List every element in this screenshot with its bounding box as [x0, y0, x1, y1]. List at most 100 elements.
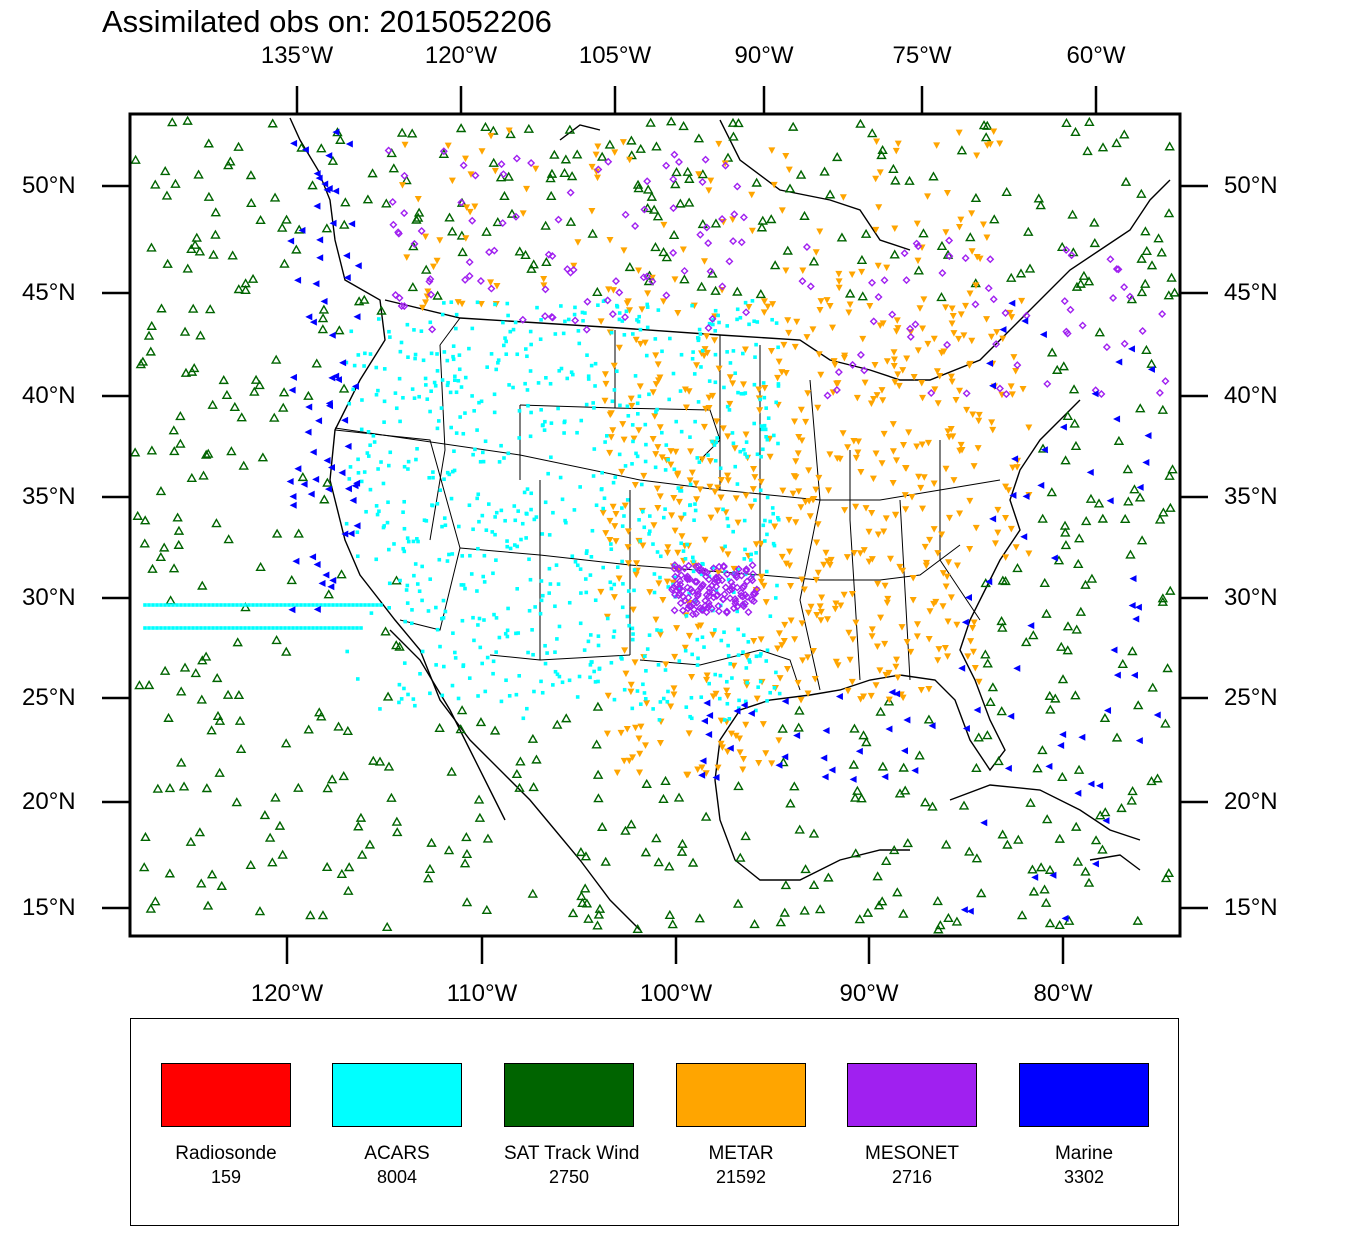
- metar-marker: [717, 477, 725, 484]
- acars-marker: [547, 533, 552, 537]
- metar-marker: [975, 678, 983, 686]
- metar-marker: [768, 760, 776, 767]
- sat-track-wind-marker: [956, 145, 968, 155]
- metar-marker: [755, 386, 763, 394]
- metar-marker: [660, 298, 668, 305]
- metar-marker: [924, 340, 932, 348]
- sat-track-wind-marker: [844, 288, 856, 298]
- sat-track-wind-marker: [591, 739, 602, 749]
- acars-marker: [356, 471, 361, 475]
- sat-track-wind-marker: [1113, 435, 1125, 445]
- metar-marker: [724, 692, 732, 700]
- acars-marker: [638, 327, 643, 332]
- metar-marker: [778, 642, 786, 649]
- sat-track-wind-marker: [191, 232, 202, 242]
- acars-marker: [579, 418, 584, 423]
- sat-track-wind-marker: [661, 252, 673, 262]
- mesonet-marker: [688, 610, 697, 619]
- marine-marker: [775, 761, 783, 769]
- acars-marker: [622, 333, 627, 337]
- sat-track-wind-marker: [971, 853, 983, 863]
- sat-track-wind-marker: [679, 274, 690, 284]
- sat-track-wind-marker: [932, 896, 943, 906]
- sat-track-wind-marker: [317, 324, 329, 334]
- sat-track-wind-marker: [1146, 260, 1158, 270]
- sat-track-wind-marker: [1057, 674, 1069, 684]
- acars-marker: [748, 660, 752, 664]
- sat-track-wind-marker: [336, 868, 348, 879]
- metar-marker: [889, 421, 897, 428]
- mesonet-marker: [912, 239, 921, 248]
- mesonet-marker: [748, 576, 757, 585]
- sat-track-wind-marker: [1046, 487, 1058, 497]
- acars-marker: [584, 402, 589, 407]
- acars-marker: [430, 503, 435, 508]
- acars-marker: [775, 583, 779, 588]
- metar-marker: [917, 687, 925, 694]
- legend-item-acars: ACARS 8004: [332, 1063, 462, 1188]
- mesonet-marker: [733, 583, 742, 592]
- mesonet-marker: [608, 310, 617, 319]
- mesonet-marker: [1078, 321, 1087, 330]
- acars-marker: [484, 528, 489, 532]
- acars-marker: [742, 557, 747, 561]
- mesonet-marker: [737, 238, 746, 247]
- mesonet-marker: [705, 592, 714, 601]
- sat-track-wind-marker: [565, 216, 577, 226]
- metar-marker: [880, 430, 888, 438]
- acars-marker: [379, 460, 383, 464]
- acars-marker: [764, 406, 768, 410]
- metar-marker: [775, 737, 783, 744]
- acars-marker: [743, 452, 747, 456]
- acars-marker: [572, 508, 577, 512]
- metar-marker: [707, 514, 715, 522]
- metar-marker: [643, 700, 651, 707]
- sat-track-wind-marker: [650, 242, 661, 252]
- metar-marker: [713, 418, 721, 425]
- sat-track-wind-marker: [286, 574, 297, 585]
- sat-track-wind-marker: [276, 222, 288, 232]
- sat-track-wind-marker: [664, 909, 676, 919]
- acars-marker: [402, 464, 407, 469]
- acars-marker: [647, 532, 651, 536]
- sat-track-wind-marker: [793, 722, 804, 732]
- acars-marker: [733, 464, 738, 469]
- acars-marker: [491, 671, 495, 676]
- acars-marker: [366, 430, 371, 434]
- sat-track-wind-marker: [165, 595, 176, 605]
- sat-track-wind-marker: [727, 117, 739, 127]
- acars-marker: [641, 509, 645, 514]
- acars-marker: [763, 427, 768, 432]
- acars-marker: [406, 467, 410, 471]
- metar-marker: [630, 435, 638, 443]
- mesonet-marker: [906, 332, 915, 341]
- metar-marker: [856, 550, 864, 557]
- sat-track-wind-marker: [733, 781, 744, 791]
- sat-track-wind-marker: [432, 290, 443, 300]
- acars-marker: [263, 626, 267, 630]
- acars-marker: [630, 462, 634, 466]
- mesonet-marker: [468, 216, 477, 225]
- metar-marker: [795, 434, 803, 441]
- metar-marker: [866, 303, 874, 310]
- sat-track-wind-marker: [200, 449, 212, 459]
- acars-marker: [397, 376, 402, 381]
- marine-marker: [309, 318, 317, 326]
- metar-marker: [627, 395, 635, 403]
- metar-marker: [692, 480, 700, 488]
- acars-marker: [747, 322, 751, 327]
- marine-marker: [1011, 455, 1019, 463]
- mesonet-marker: [1106, 255, 1115, 264]
- marine-marker: [1127, 345, 1135, 353]
- metar-marker: [1008, 314, 1016, 321]
- sat-track-wind-marker: [1129, 484, 1140, 494]
- metar-marker: [771, 523, 779, 531]
- sat-track-wind-marker: [876, 149, 887, 160]
- acars-marker: [730, 676, 734, 680]
- acars-marker: [603, 440, 607, 444]
- acars-marker: [351, 387, 355, 392]
- acars-marker: [367, 603, 371, 607]
- marine-marker: [821, 773, 829, 781]
- sat-track-wind-marker: [1056, 641, 1067, 651]
- marine-marker: [305, 313, 313, 321]
